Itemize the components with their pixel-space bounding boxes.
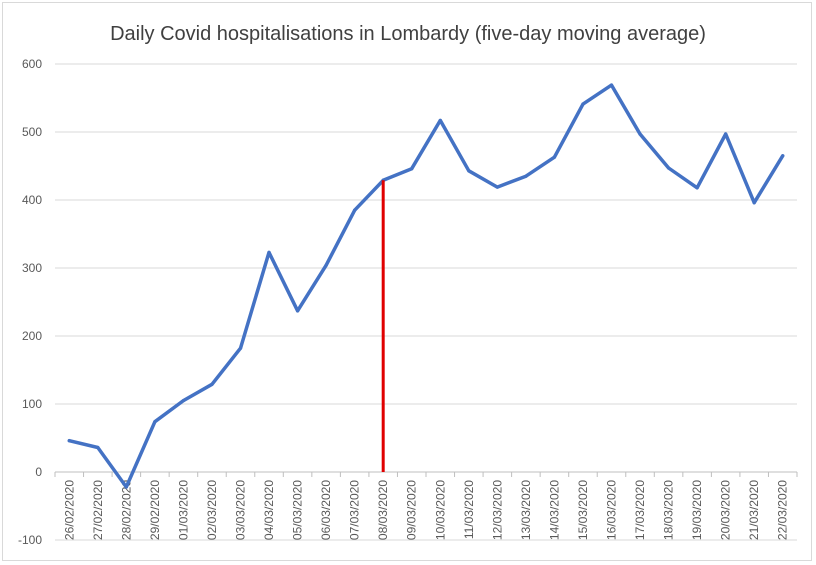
data-point (295, 309, 300, 313)
x-tick-label: 18/03/2020 (662, 480, 676, 540)
y-tick-label: -100 (18, 533, 42, 547)
x-tick-label: 11/03/2020 (462, 480, 476, 539)
data-point (181, 399, 186, 403)
x-tick-label: 09/03/2020 (405, 480, 419, 540)
data-point (638, 132, 642, 136)
x-tick-label: 03/03/2020 (234, 480, 248, 540)
y-tick-label: 600 (22, 57, 42, 71)
x-tick-label: 13/03/2020 (519, 480, 533, 540)
x-tick-label: 06/03/2020 (319, 480, 333, 540)
data-point (124, 485, 128, 489)
series-line (67, 83, 785, 489)
y-axis-ticks: -100 0 100 200 300 400 500 600 (18, 57, 42, 547)
x-tick-label: 17/03/2020 (633, 480, 647, 540)
data-point (781, 154, 785, 158)
data-point (238, 346, 243, 350)
x-tick-label: 12/03/2020 (490, 480, 504, 540)
data-point (210, 382, 214, 386)
grid-lines (55, 63, 797, 541)
data-point (267, 250, 271, 254)
chart-title: Daily Covid hospitalisations in Lombardy… (110, 23, 706, 45)
y-tick-label: 400 (22, 193, 42, 207)
y-tick-label: 100 (22, 397, 42, 411)
x-tick-label: 26/02/2020 (62, 480, 76, 540)
data-point (581, 102, 585, 106)
data-point (153, 420, 157, 424)
data-point (96, 445, 100, 450)
y-tick-label: 200 (22, 329, 42, 343)
data-point (724, 132, 728, 136)
x-tick-label: 02/03/2020 (205, 480, 219, 540)
data-point (324, 263, 328, 267)
data-point (552, 155, 557, 159)
x-tick-label: 01/03/2020 (176, 480, 190, 540)
x-tick-label: 15/03/2020 (576, 480, 590, 540)
data-point (609, 83, 614, 87)
y-tick-label: 300 (22, 261, 42, 275)
x-axis (54, 471, 798, 477)
x-tick-label: 08/03/2020 (376, 480, 390, 540)
x-tick-label: 04/03/2020 (262, 480, 276, 540)
x-tick-label: 21/03/2020 (747, 480, 761, 540)
data-point (695, 186, 699, 190)
x-tick-label: 19/03/2020 (690, 480, 704, 540)
x-tick-label: 14/03/2020 (547, 480, 561, 540)
x-tick-label: 05/03/2020 (291, 480, 305, 540)
data-point (67, 439, 71, 443)
x-tick-label: 27/02/2020 (91, 480, 105, 540)
x-tick-label: 10/03/2020 (433, 480, 447, 540)
x-tick-label: 20/03/2020 (719, 480, 733, 540)
data-point (438, 118, 442, 123)
x-tick-label: 07/03/2020 (348, 480, 362, 540)
data-point (666, 166, 671, 170)
x-tick-label: 16/03/2020 (605, 480, 619, 540)
data-point (353, 208, 357, 212)
x-tick-label: 29/02/2020 (148, 480, 162, 540)
x-axis-ticks: 26/02/2020 27/02/2020 28/02/2020 29/02/2020… (62, 480, 789, 540)
y-tick-label: 500 (22, 125, 42, 139)
data-point (752, 201, 756, 205)
data-point (410, 167, 414, 171)
x-tick-label: 28/02/2020 (119, 480, 133, 540)
y-tick-label: 0 (35, 465, 42, 479)
x-tick-label: 22/03/2020 (776, 480, 790, 540)
data-point (495, 185, 499, 189)
series-layer (67, 83, 785, 489)
data-point (524, 174, 528, 178)
data-point (467, 169, 471, 173)
